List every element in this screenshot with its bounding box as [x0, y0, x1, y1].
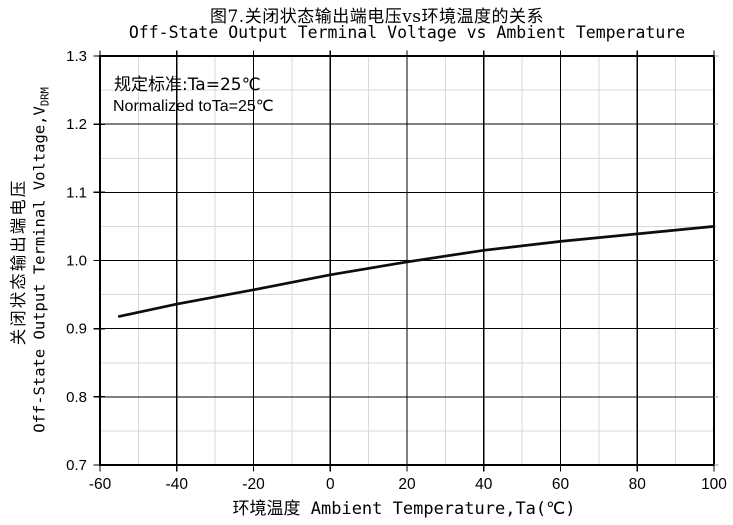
- chart-subtitle: Off-State Output Terminal Voltage vs Amb…: [128, 23, 686, 42]
- x-tick-label: -40: [166, 476, 189, 493]
- chart-title: 图7.关闭状态输出端电压vs环境温度的关系: [209, 7, 545, 27]
- annotation-normalized-line: Normalized toTa=25℃: [113, 98, 274, 115]
- x-tick-label: 20: [398, 476, 416, 493]
- y-tick-label: 1.3: [66, 48, 87, 65]
- x-tick-label: -60: [89, 476, 112, 493]
- annotation-spec-line: 规定标准:Ta=25℃: [114, 75, 261, 95]
- y-tick-label: 0.7: [66, 457, 87, 474]
- y-tick-label: 1.1: [66, 184, 87, 201]
- x-tick-label: 0: [326, 476, 335, 493]
- y-tick-label: 1.2: [66, 116, 87, 133]
- voltage-curve: [117, 225, 716, 318]
- x-tick-label: 80: [629, 476, 647, 493]
- y-tick-label: 0.8: [66, 389, 87, 406]
- y-tick-label: 0.9: [66, 321, 87, 338]
- x-axis-label: 环境温度 Ambient Temperature,Ta(℃): [232, 499, 576, 519]
- x-tick-label: 100: [701, 476, 727, 493]
- x-tick-label: -20: [242, 476, 265, 493]
- x-tick-label: 60: [552, 476, 570, 493]
- y-tick-label: 1.0: [66, 253, 87, 270]
- x-tick-label: 40: [475, 476, 493, 493]
